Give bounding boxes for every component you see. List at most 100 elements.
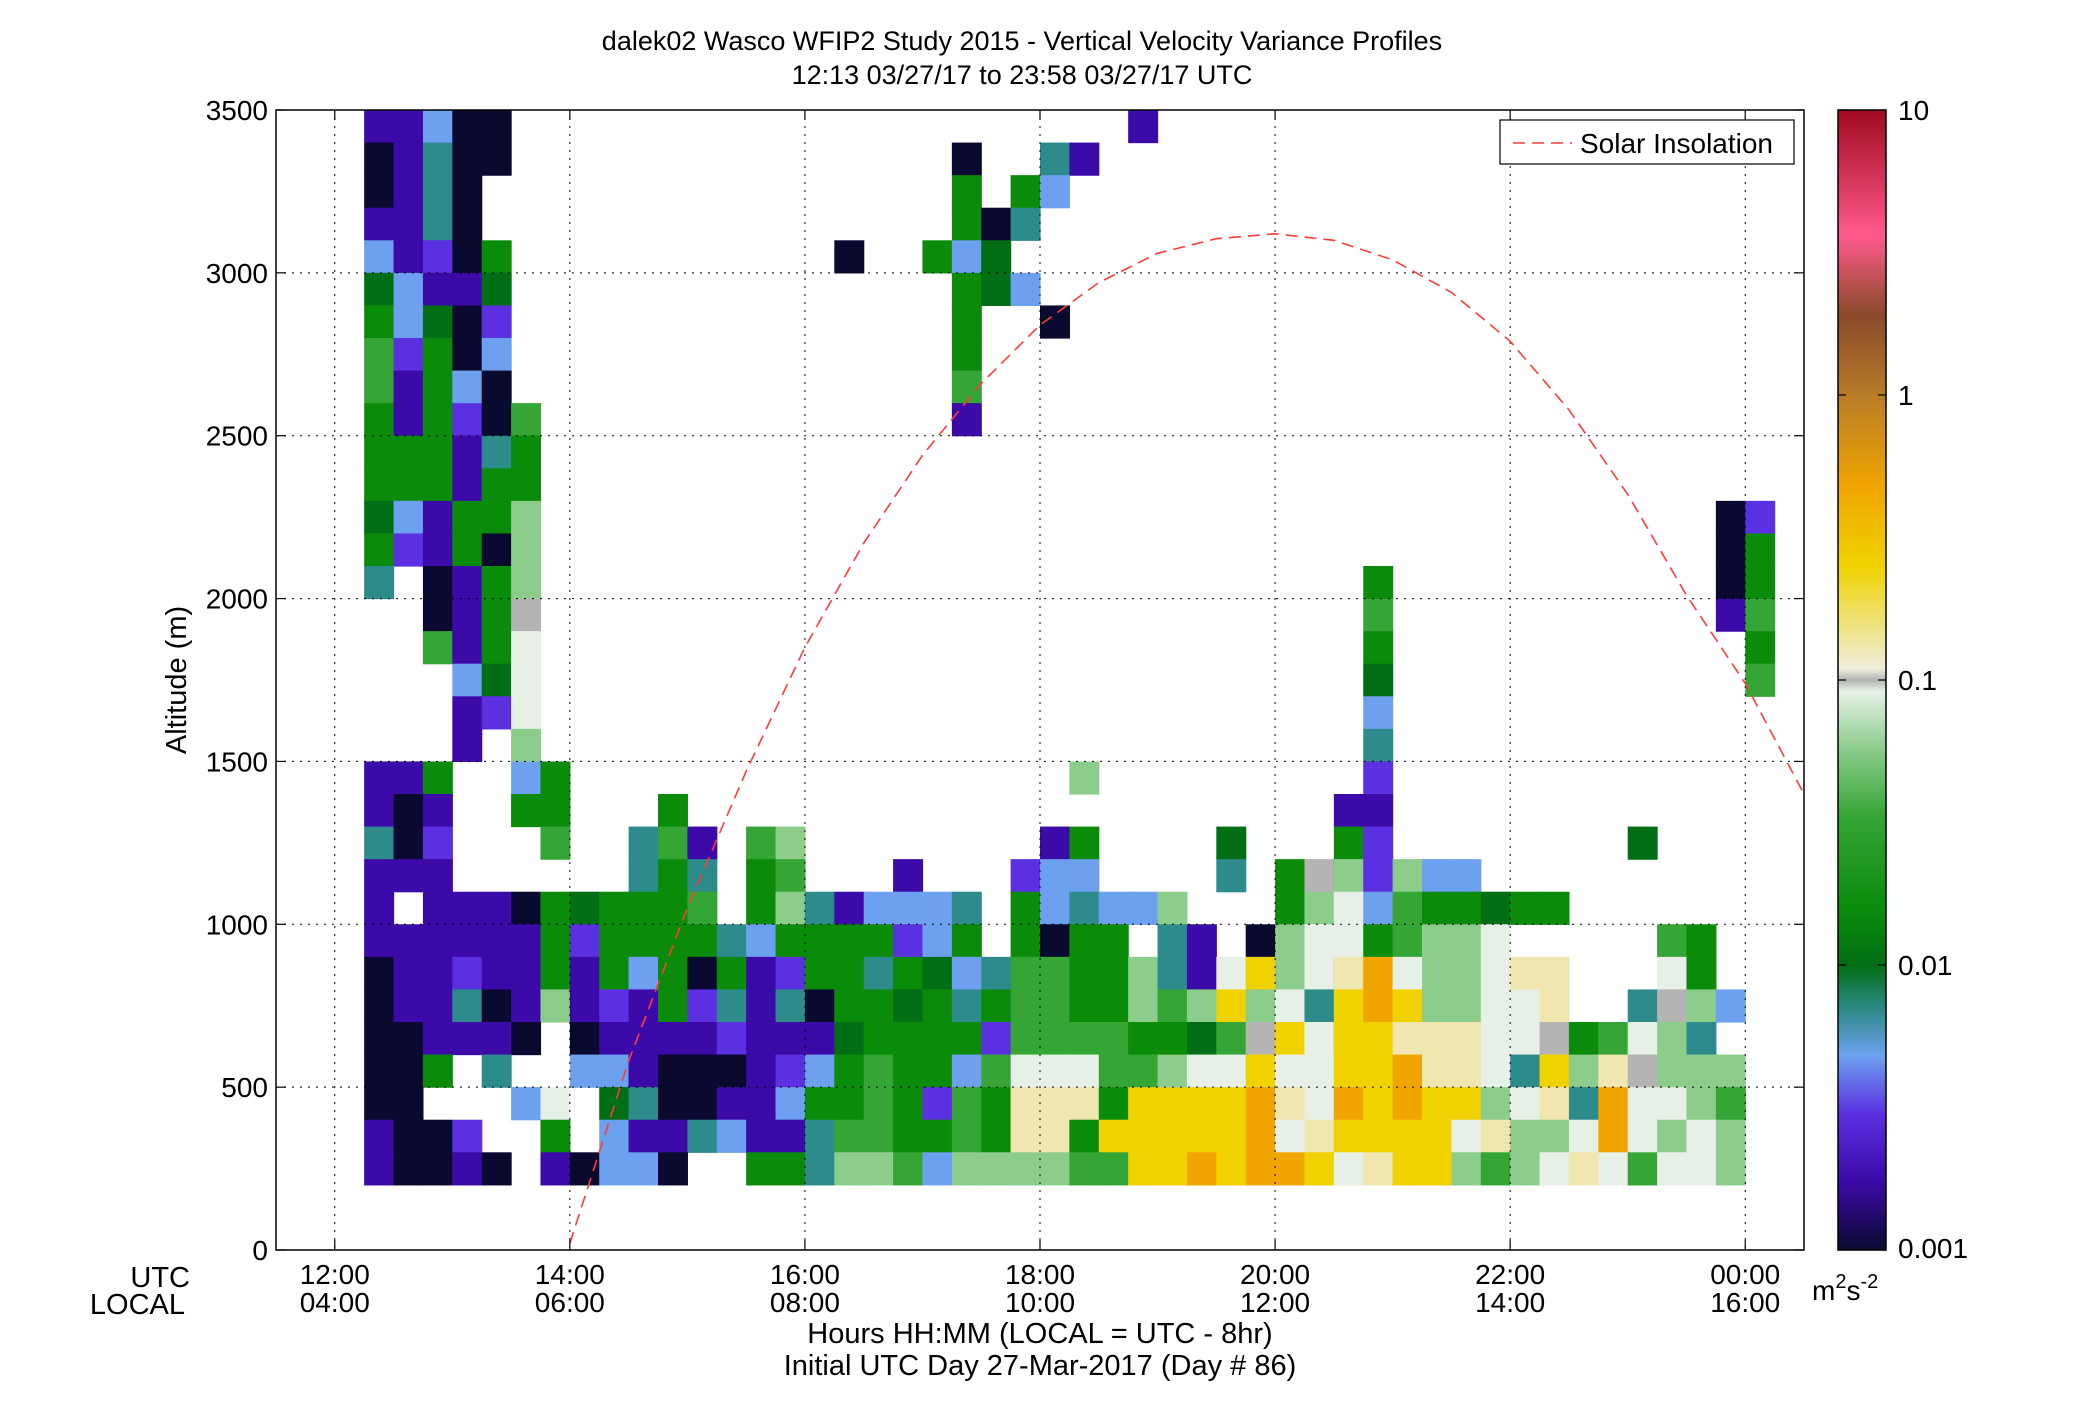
variance-cell bbox=[775, 859, 806, 893]
variance-cell bbox=[364, 435, 395, 469]
variance-cell bbox=[422, 1054, 453, 1088]
variance-cell bbox=[863, 956, 894, 991]
x-tick-label-utc: 16:00 bbox=[770, 1259, 840, 1290]
variance-cell bbox=[746, 1022, 777, 1056]
variance-cell bbox=[1598, 1087, 1629, 1121]
variance-cell bbox=[981, 1119, 1012, 1153]
variance-cell bbox=[863, 1152, 894, 1186]
variance-cell bbox=[1098, 1022, 1129, 1056]
variance-cell bbox=[422, 435, 453, 469]
x-tick-label-local: 16:00 bbox=[1710, 1287, 1780, 1318]
x-axis: 12:0004:0014:0006:0016:0008:0018:0010:00… bbox=[300, 110, 1780, 1318]
variance-cell bbox=[775, 891, 806, 925]
variance-cell bbox=[1510, 1087, 1541, 1121]
variance-cell bbox=[1598, 1054, 1629, 1088]
variance-cell bbox=[716, 924, 747, 958]
x-tick-label-utc: 00:00 bbox=[1710, 1259, 1780, 1290]
variance-cell bbox=[1627, 1087, 1658, 1121]
legend-label: Solar Insolation bbox=[1580, 128, 1773, 159]
variance-cell bbox=[1480, 1119, 1511, 1153]
variance-cell bbox=[364, 272, 395, 307]
variance-cell bbox=[1098, 989, 1129, 1023]
variance-cell bbox=[364, 370, 395, 404]
variance-cell bbox=[1686, 1054, 1717, 1088]
variance-cell bbox=[687, 924, 718, 958]
variance-cell bbox=[393, 370, 424, 404]
variance-cell bbox=[893, 989, 924, 1023]
variance-cell bbox=[481, 435, 512, 469]
variance-cell bbox=[1715, 533, 1746, 567]
variance-cell bbox=[1157, 1152, 1188, 1186]
x-axis-label: Hours HH:MM (LOCAL = UTC - 8hr) bbox=[807, 1318, 1272, 1350]
variance-cell bbox=[1010, 1119, 1041, 1153]
variance-cell bbox=[1480, 891, 1511, 925]
variance-cell bbox=[481, 631, 512, 665]
variance-cell bbox=[1422, 956, 1452, 991]
variance-cell bbox=[893, 859, 924, 893]
variance-cell bbox=[511, 924, 542, 958]
colorbar-ticks: 0.001 0.01 0.1 1 10 bbox=[1838, 95, 1968, 1264]
variance-cell bbox=[1686, 989, 1717, 1023]
colorbar-unit-sup2: -2 bbox=[1860, 1271, 1878, 1293]
variance-cell bbox=[1157, 1022, 1188, 1056]
variance-cell bbox=[599, 924, 630, 958]
variance-cell bbox=[452, 728, 483, 763]
variance-cell bbox=[1363, 696, 1394, 730]
variance-cell bbox=[540, 1119, 571, 1153]
variance-cell bbox=[746, 826, 777, 860]
variance-cell bbox=[1598, 1152, 1629, 1186]
variance-cell bbox=[775, 1087, 806, 1121]
variance-cell bbox=[687, 1022, 718, 1056]
variance-cell bbox=[1040, 1087, 1070, 1121]
variance-cell bbox=[364, 533, 395, 567]
variance-cell bbox=[1568, 1022, 1599, 1056]
variance-cell bbox=[951, 207, 982, 241]
variance-cell bbox=[481, 696, 512, 730]
variance-cell bbox=[452, 403, 483, 437]
variance-cell bbox=[746, 956, 777, 991]
variance-cell bbox=[1040, 175, 1070, 209]
variance-cell bbox=[481, 110, 512, 144]
variance-cell bbox=[1333, 1022, 1364, 1056]
variance-cell bbox=[1275, 859, 1306, 893]
variance-cell bbox=[1010, 272, 1041, 307]
variance-cell bbox=[1627, 989, 1658, 1023]
variance-cell bbox=[1245, 1119, 1276, 1153]
legend-box: Solar Insolation bbox=[1499, 119, 1795, 165]
variance-cell bbox=[511, 468, 542, 502]
variance-cell bbox=[893, 924, 924, 958]
variance-cell bbox=[1128, 1022, 1159, 1056]
variance-cell bbox=[481, 924, 512, 958]
variance-cell bbox=[599, 956, 630, 991]
variance-cell bbox=[951, 891, 982, 925]
variance-cell bbox=[1275, 1022, 1306, 1056]
variance-cell bbox=[1657, 956, 1688, 991]
variance-cell bbox=[746, 891, 777, 925]
variance-cell bbox=[922, 1054, 953, 1088]
variance-cell bbox=[1128, 1152, 1159, 1186]
variance-cell bbox=[1216, 956, 1247, 991]
variance-cell bbox=[1069, 1054, 1100, 1088]
variance-cell bbox=[1216, 1022, 1247, 1056]
variance-cell bbox=[687, 1087, 718, 1121]
variance-cell bbox=[481, 142, 512, 176]
variance-cell bbox=[804, 1022, 835, 1056]
variance-cell bbox=[1363, 891, 1394, 925]
variance-cell bbox=[540, 1152, 571, 1186]
variance-cell bbox=[1568, 1119, 1599, 1153]
chart-subtitle: 12:13 03/27/17 to 23:58 03/27/17 UTC bbox=[792, 60, 1253, 90]
variance-cell bbox=[511, 794, 542, 828]
variance-cell bbox=[1480, 1022, 1511, 1056]
variance-cell bbox=[364, 110, 395, 144]
variance-cell bbox=[922, 1152, 953, 1186]
variance-cell bbox=[1098, 956, 1129, 991]
variance-cell bbox=[422, 859, 453, 893]
variance-cell bbox=[951, 305, 982, 339]
variance-cell bbox=[1157, 956, 1188, 991]
variance-cell bbox=[951, 175, 982, 209]
variance-cell bbox=[1422, 924, 1452, 958]
variance-cell bbox=[364, 989, 395, 1023]
variance-cell bbox=[1363, 826, 1394, 860]
variance-cell bbox=[628, 1087, 659, 1121]
variance-cell bbox=[393, 1022, 424, 1056]
